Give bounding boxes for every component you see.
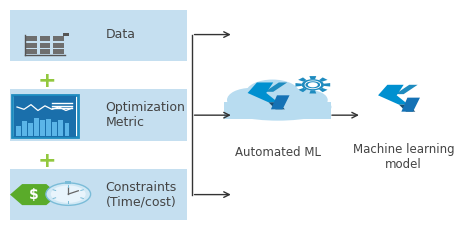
Bar bbox=[28, 123, 33, 136]
Bar bbox=[40, 36, 50, 41]
Text: Optimization
Metric: Optimization Metric bbox=[106, 101, 185, 129]
Bar bbox=[22, 121, 27, 136]
Polygon shape bbox=[298, 77, 307, 82]
Bar bbox=[66, 181, 71, 184]
Circle shape bbox=[308, 82, 318, 87]
Text: Machine learning
model: Machine learning model bbox=[353, 143, 454, 171]
Circle shape bbox=[246, 79, 299, 106]
Polygon shape bbox=[265, 82, 287, 92]
Bar bbox=[26, 43, 37, 48]
Text: +: + bbox=[38, 151, 57, 171]
Polygon shape bbox=[310, 90, 316, 94]
Polygon shape bbox=[395, 85, 418, 94]
Polygon shape bbox=[298, 88, 307, 92]
FancyBboxPatch shape bbox=[10, 10, 187, 61]
Bar bbox=[53, 43, 64, 48]
Bar bbox=[16, 126, 21, 136]
FancyBboxPatch shape bbox=[10, 169, 187, 220]
Polygon shape bbox=[319, 88, 327, 92]
Polygon shape bbox=[319, 77, 327, 82]
Bar bbox=[34, 118, 39, 136]
Text: Data: Data bbox=[106, 28, 136, 41]
Text: $: $ bbox=[30, 188, 39, 202]
Polygon shape bbox=[248, 82, 278, 102]
FancyBboxPatch shape bbox=[10, 90, 187, 141]
Circle shape bbox=[227, 88, 275, 112]
Bar bbox=[59, 120, 63, 136]
Bar bbox=[12, 95, 77, 137]
Circle shape bbox=[287, 90, 328, 110]
Text: +: + bbox=[38, 71, 57, 91]
Circle shape bbox=[46, 183, 91, 205]
Polygon shape bbox=[310, 76, 316, 79]
Bar bbox=[14, 96, 76, 137]
Polygon shape bbox=[269, 102, 285, 109]
Bar bbox=[46, 119, 51, 136]
Text: Automated ML: Automated ML bbox=[235, 145, 321, 159]
Polygon shape bbox=[324, 83, 330, 86]
Polygon shape bbox=[378, 85, 408, 105]
Circle shape bbox=[302, 79, 324, 90]
Text: Constraints
(Time/cost): Constraints (Time/cost) bbox=[106, 180, 177, 209]
Ellipse shape bbox=[224, 93, 332, 121]
Bar bbox=[53, 122, 57, 136]
Bar bbox=[26, 36, 37, 41]
Bar bbox=[40, 120, 45, 136]
Bar bbox=[40, 43, 50, 48]
Bar bbox=[26, 49, 37, 55]
Bar bbox=[53, 49, 64, 55]
Bar bbox=[65, 123, 69, 136]
Bar bbox=[40, 49, 50, 55]
Polygon shape bbox=[401, 98, 420, 112]
Circle shape bbox=[51, 185, 86, 203]
Polygon shape bbox=[271, 95, 289, 109]
Polygon shape bbox=[399, 105, 416, 112]
Polygon shape bbox=[295, 83, 302, 86]
Bar bbox=[53, 36, 64, 41]
Bar bbox=[63, 33, 69, 36]
Bar bbox=[224, 102, 332, 119]
